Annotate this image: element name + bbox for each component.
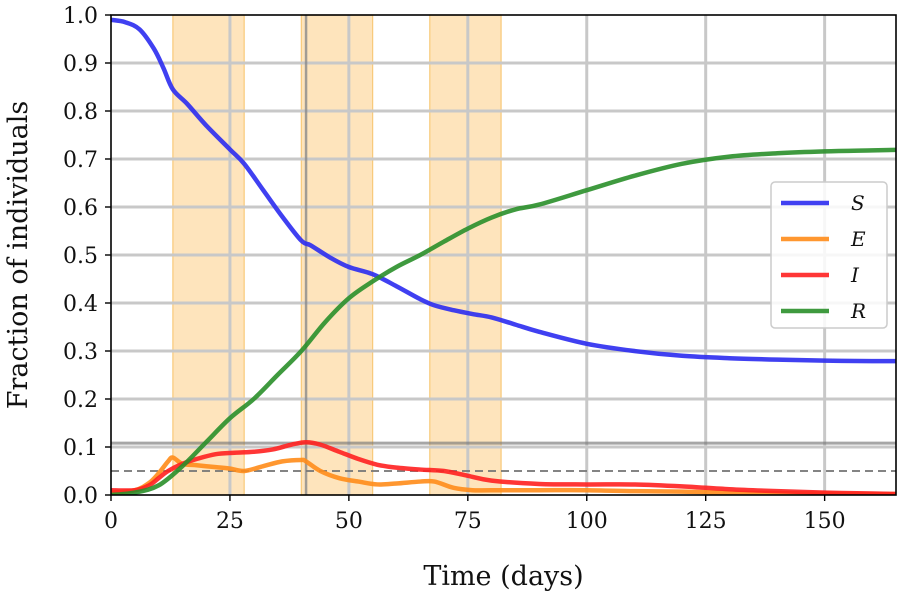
x-tick-label-4: 100 bbox=[566, 509, 608, 534]
y-tick-label-4: 0.4 bbox=[63, 292, 98, 317]
y-tick-label-7: 0.7 bbox=[63, 148, 98, 173]
legend-label-R: R bbox=[850, 299, 866, 323]
x-tick-label-3: 75 bbox=[454, 509, 482, 534]
y-tick-label-3: 0.3 bbox=[63, 340, 98, 365]
x-axis-label: Time (days) bbox=[423, 561, 583, 592]
y-tick-label-8: 0.8 bbox=[63, 100, 98, 125]
legend-label-S: S bbox=[851, 191, 865, 215]
x-tick-label-1: 25 bbox=[216, 509, 244, 534]
series-line-E bbox=[111, 455, 896, 495]
y-axis-ticks: 0.0 0.1 0.2 0.3 0.4 0.5 0.6 0.7 0.8 0.9 1.0 bbox=[63, 4, 111, 509]
y-tick-label-9: 0.9 bbox=[63, 52, 98, 77]
series-line-R bbox=[111, 147, 896, 495]
x-tick-label-5: 125 bbox=[685, 509, 727, 534]
y-tick-label-6: 0.6 bbox=[63, 196, 98, 221]
y-axis-label: Fraction of individuals bbox=[3, 101, 34, 410]
legend-box bbox=[770, 181, 888, 329]
y-tick-label-10: 1.0 bbox=[63, 4, 98, 29]
grid-lines bbox=[111, 15, 896, 495]
y-tick-label-2: 0.2 bbox=[63, 388, 98, 413]
series-line-S bbox=[111, 17, 896, 364]
x-tick-label-6: 150 bbox=[804, 509, 846, 534]
legend-label-I: I bbox=[850, 263, 860, 287]
x-tick-label-2: 50 bbox=[335, 509, 363, 534]
series-lines bbox=[111, 17, 896, 495]
y-tick-label-5: 0.5 bbox=[63, 244, 98, 269]
y-tick-label-1: 0.1 bbox=[63, 436, 98, 461]
legend-label-E: E bbox=[850, 227, 866, 251]
y-tick-label-0: 0.0 bbox=[63, 484, 98, 509]
x-tick-label-0: 0 bbox=[104, 509, 118, 534]
x-axis-ticks: 0 25 50 75 100 125 150 bbox=[104, 495, 846, 534]
